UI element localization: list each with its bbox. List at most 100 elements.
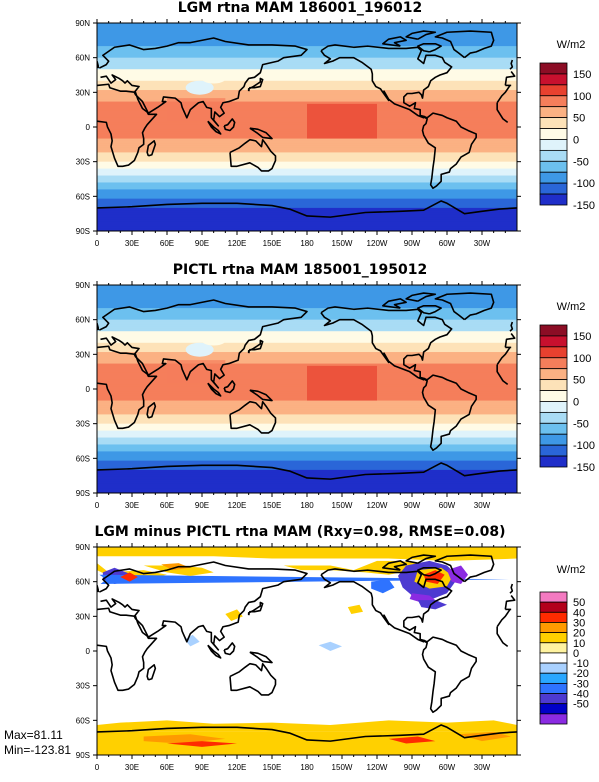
y-tick-label: 30S: [76, 682, 90, 691]
colorbar-box: [539, 642, 568, 654]
coastline: [496, 84, 511, 104]
field-band: [97, 430, 517, 434]
chart-panel-3: LGM minus PICTL rtna MAM (Rxy=0.98, RMSE…: [0, 524, 599, 782]
field-patch: [167, 360, 226, 384]
coastline: [496, 346, 511, 366]
coastline: [247, 601, 264, 616]
field-band: [97, 96, 517, 100]
x-tick-label: 30W: [474, 763, 491, 772]
coastline: [223, 118, 236, 132]
field-patch: [201, 73, 226, 84]
x-tick-label: 30W: [474, 239, 491, 248]
field-band: [97, 488, 517, 492]
colorbar-box: [539, 601, 568, 613]
field-band: [97, 326, 517, 330]
field-band: [97, 490, 517, 493]
field-band: [97, 76, 517, 79]
x-tick-label: 180: [300, 239, 314, 248]
field-band: [97, 460, 517, 464]
coastline: [382, 36, 407, 47]
coastline: [223, 380, 236, 394]
field-band: [97, 184, 517, 188]
field-patch: [120, 572, 138, 582]
colorbar-box: [539, 390, 568, 402]
field-band: [97, 462, 517, 466]
y-tick-label: 90S: [76, 227, 90, 236]
field-band: [97, 358, 517, 362]
field-patch: [201, 335, 226, 346]
field-band: [97, 46, 517, 49]
coastline: [509, 59, 514, 70]
colorbar-tick-label: -10: [573, 658, 589, 670]
field-patch: [283, 560, 424, 575]
field-band: [97, 361, 517, 365]
colorbar-tick-label: 0: [573, 648, 579, 660]
colorbar-tick-label: -150: [573, 200, 595, 212]
field-band: [97, 294, 517, 298]
x-tick-label: 90W: [404, 239, 421, 248]
coastline: [229, 400, 277, 434]
field-band: [97, 435, 517, 439]
x-tick-label: 120E: [228, 239, 247, 248]
colorbar-box: [539, 193, 568, 206]
field-band: [97, 177, 517, 181]
x-tick-label: 150E: [263, 763, 282, 772]
coastline: [247, 77, 264, 92]
field-band: [97, 226, 517, 230]
field-band: [97, 312, 517, 316]
colorbar-box: [539, 672, 568, 684]
field-band: [97, 363, 517, 367]
field-patch: [99, 574, 512, 584]
field-band: [97, 333, 517, 337]
field-band: [97, 416, 517, 420]
coastline: [247, 339, 264, 354]
x-tick-label: 30E: [125, 763, 139, 772]
field-patch: [388, 736, 436, 744]
field-band: [97, 83, 517, 86]
field-band: [97, 212, 517, 216]
field-band: [97, 43, 517, 47]
field-band: [97, 412, 517, 415]
field-band: [97, 421, 517, 425]
field-band: [97, 317, 517, 321]
coastline: [249, 651, 273, 664]
field-band: [97, 78, 517, 82]
colorbar-box: [539, 160, 568, 173]
field-band: [97, 138, 517, 142]
colorbar-box: [539, 455, 568, 468]
field-band: [97, 219, 517, 223]
colorbar-tick-label: -30: [573, 678, 589, 690]
x-tick-label: 0: [95, 763, 100, 772]
coastline: [98, 561, 308, 651]
field-band: [97, 187, 517, 190]
field-band: [97, 99, 517, 103]
y-tick-label: 90N: [75, 19, 90, 28]
y-tick-label: 30S: [76, 158, 90, 167]
coastline: [417, 42, 442, 53]
colorbar-box: [539, 171, 568, 184]
field-band: [97, 23, 517, 26]
field-band: [97, 414, 517, 418]
field-band: [97, 442, 517, 445]
coastline: [146, 140, 157, 157]
field-patch: [458, 731, 512, 742]
field-band: [97, 479, 517, 482]
coastline: [207, 382, 222, 397]
colorbar-tick-label: 40: [573, 607, 585, 619]
field-band: [97, 85, 517, 89]
y-tick-label: 30S: [76, 420, 90, 429]
chart-title: PICTL rtna MAM 185001_195012: [172, 262, 428, 278]
colorbar-box: [539, 106, 568, 119]
colorbar-box: [539, 611, 568, 623]
field-patch: [225, 609, 243, 621]
field-band: [97, 305, 517, 309]
y-tick-label: 90S: [76, 489, 90, 498]
coastline: [229, 138, 277, 172]
colorbar-tick-label: 20: [573, 628, 585, 640]
field-band: [97, 41, 517, 45]
colorbar-box: [539, 128, 568, 140]
chart-panel-2: PICTL rtna MAM 185001_195012: [0, 262, 599, 522]
colorbar-tick-label: -40: [573, 689, 589, 701]
coastline: [146, 664, 157, 681]
colorbar-box: [539, 73, 568, 86]
